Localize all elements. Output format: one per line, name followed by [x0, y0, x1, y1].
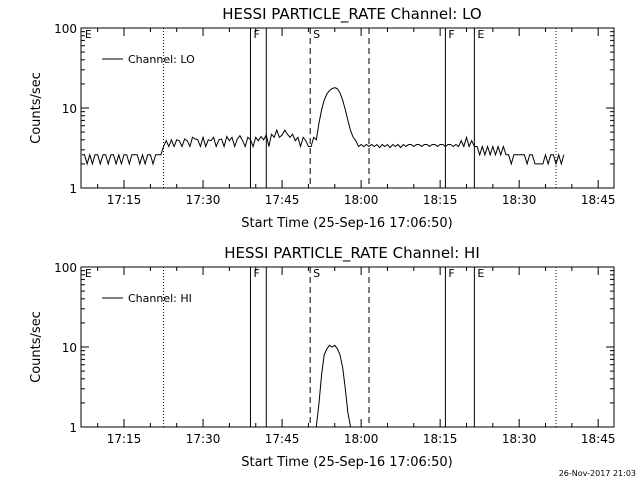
chart-title: HESSI PARTICLE_RATE Channel: HI	[224, 244, 480, 263]
x-tick-label: 17:45	[265, 193, 300, 207]
y-axis-label: Counts/sec	[29, 311, 44, 383]
legend: Channel: HI	[102, 292, 192, 305]
marker-label: F	[253, 267, 259, 280]
panel-hi: HESSI PARTICLE_RATE Channel: HI Counts/s…	[29, 244, 615, 470]
x-tick-label: 18:00	[344, 432, 379, 446]
y-tick-label: 1	[69, 182, 77, 196]
footer-timestamp: 26-Nov-2017 21:03	[559, 469, 636, 478]
plot-frame	[80, 266, 615, 428]
x-tick-label: 18:45	[581, 193, 616, 207]
x-tick-label: 18:00	[344, 193, 379, 207]
chart-title: HESSI PARTICLE_RATE Channel: LO	[222, 5, 481, 24]
legend: Channel: LO	[102, 53, 195, 66]
marker-label: E	[85, 28, 92, 41]
panel-lo: HESSI PARTICLE_RATE Channel: LO Counts/s…	[29, 5, 615, 231]
x-tick-label: 18:15	[423, 193, 458, 207]
axis-ticks: 17:15 17:30 17:45 18:00 18:15 18:30 18:45 1 10 10…	[54, 261, 615, 446]
legend-label: Channel: HI	[128, 292, 192, 305]
x-tick-label: 17:30	[186, 193, 221, 207]
x-tick-label: 18:30	[502, 193, 537, 207]
series-line-channel-lo	[81, 87, 565, 166]
marker-label: F	[253, 28, 259, 41]
marker-label: S	[313, 28, 320, 41]
x-tick-label: 17:45	[265, 432, 300, 446]
x-axis-label: Start Time (25-Sep-16 17:06:50)	[241, 455, 452, 470]
axis-ticks: 17:15 17:30 17:45 18:00 18:15 18:30 18:45 1 10 10…	[54, 22, 615, 207]
plot-frame	[80, 27, 615, 189]
y-tick-label: 100	[54, 22, 77, 36]
y-tick-label: 10	[62, 341, 77, 355]
y-tick-label: 10	[62, 102, 77, 116]
x-axis-label: Start Time (25-Sep-16 17:06:50)	[241, 216, 452, 231]
x-tick-label: 17:15	[107, 193, 142, 207]
y-tick-label: 100	[54, 261, 77, 275]
marker-label: E	[85, 267, 92, 280]
marker-label: F	[448, 267, 454, 280]
marker-label: E	[477, 28, 484, 41]
y-tick-label: 1	[69, 421, 77, 435]
series-line-channel-hi	[315, 344, 352, 428]
x-tick-label: 18:30	[502, 432, 537, 446]
x-tick-label: 17:15	[107, 432, 142, 446]
marker-label: E	[477, 267, 484, 280]
x-tick-label: 18:15	[423, 432, 458, 446]
y-axis-label: Counts/sec	[29, 72, 44, 144]
legend-label: Channel: LO	[128, 53, 195, 66]
x-tick-label: 18:45	[581, 432, 616, 446]
x-tick-label: 17:30	[186, 432, 221, 446]
marker-label: S	[313, 267, 320, 280]
marker-label: F	[448, 28, 454, 41]
